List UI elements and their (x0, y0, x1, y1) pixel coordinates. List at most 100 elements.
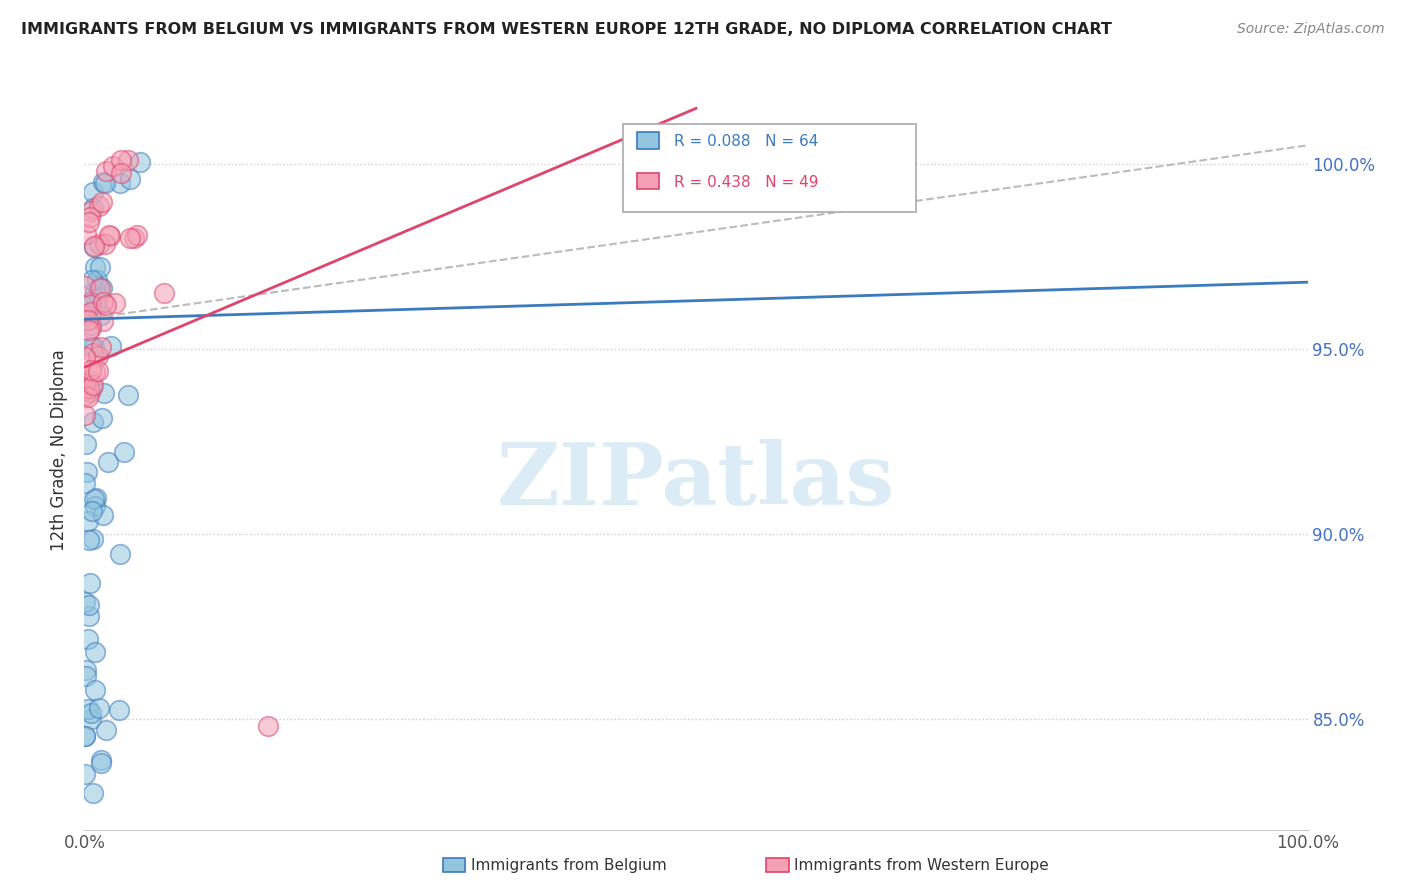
Point (90, 340, 112, 354)
Point (75, 383, 97, 397)
Point (98, 228, 121, 243)
Point (80, 706, 103, 721)
Point (80, 320, 103, 334)
Point (73, 279, 96, 293)
Y-axis label: 12th Grade, No Diploma: 12th Grade, No Diploma (51, 350, 69, 551)
Point (83, 499, 105, 513)
Point (91, 508, 114, 522)
Point (79, 295, 101, 310)
Point (83, 491, 105, 506)
Point (77, 215, 100, 229)
Point (108, 703, 131, 717)
Point (75, 663, 97, 677)
Point (89, 701, 111, 715)
Point (80, 318, 103, 333)
Point (91, 175, 114, 189)
Point (110, 166, 132, 180)
Point (79, 305, 101, 319)
Point (117, 153, 139, 168)
Point (87, 199, 110, 213)
Point (79, 598, 101, 612)
Point (84, 296, 107, 310)
Point (75, 436, 97, 450)
Point (80, 340, 103, 354)
Point (117, 387, 139, 401)
Point (76, 632, 98, 646)
Point (89, 260, 111, 275)
Point (83, 239, 105, 253)
Point (82, 201, 104, 215)
Text: ZIPatlas: ZIPatlas (496, 439, 896, 523)
Point (97, 228, 120, 243)
Point (75, 227, 97, 242)
Point (77, 381, 100, 395)
Point (90, 281, 112, 295)
Point (75, 376, 97, 391)
Point (127, 227, 149, 242)
Point (75, 409, 97, 423)
Point (93, 176, 115, 190)
Point (79, 385, 101, 400)
Point (82, 504, 104, 518)
Point (90, 195, 112, 210)
Point (82, 786, 104, 800)
Point (77, 702, 100, 716)
Point (90, 756, 112, 770)
FancyBboxPatch shape (637, 172, 659, 189)
Point (82, 380, 104, 394)
Text: IMMIGRANTS FROM BELGIUM VS IMMIGRANTS FROM WESTERN EUROPE 12TH GRADE, NO DIPLOMA: IMMIGRANTS FROM BELGIUM VS IMMIGRANTS FR… (21, 22, 1112, 37)
Point (79, 210, 101, 224)
Text: Source: ZipAtlas.com: Source: ZipAtlas.com (1237, 22, 1385, 37)
Point (82, 377, 104, 392)
Text: R = 0.438   N = 49: R = 0.438 N = 49 (673, 175, 818, 190)
Point (84, 683, 107, 698)
FancyBboxPatch shape (623, 124, 917, 211)
Point (89, 237, 111, 252)
Point (80, 363, 103, 377)
Point (122, 231, 145, 245)
Point (83, 340, 105, 354)
Point (84, 645, 107, 659)
Point (82, 346, 104, 360)
Point (73, 388, 96, 402)
Point (80, 295, 103, 310)
Point (73, 309, 96, 323)
Point (80, 712, 103, 726)
Point (83, 240, 105, 254)
Point (93, 386, 115, 401)
Point (75, 669, 97, 683)
Point (77, 533, 100, 548)
Point (77, 390, 100, 404)
Point (101, 159, 124, 173)
Point (90, 309, 112, 323)
Point (86, 273, 108, 287)
Point (79, 298, 101, 312)
Text: R = 0.088   N = 64: R = 0.088 N = 64 (673, 135, 818, 149)
FancyBboxPatch shape (637, 132, 659, 149)
Text: Immigrants from Belgium: Immigrants from Belgium (471, 858, 666, 872)
Point (112, 445, 135, 459)
Point (108, 547, 131, 561)
Point (94, 723, 117, 738)
Point (91, 295, 114, 310)
Point (100, 339, 122, 353)
Point (75, 475, 97, 490)
Point (77, 608, 100, 623)
Point (84, 284, 107, 298)
Point (73, 767, 96, 781)
Point (73, 729, 96, 743)
Point (257, 719, 280, 733)
Point (75, 595, 97, 609)
Text: Immigrants from Western Europe: Immigrants from Western Europe (794, 858, 1049, 872)
Point (87, 363, 110, 377)
Point (73, 350, 96, 364)
Point (120, 231, 142, 245)
Point (76, 466, 98, 480)
Point (129, 155, 152, 169)
Point (80, 203, 103, 218)
Point (93, 237, 115, 252)
Point (153, 286, 176, 301)
Point (82, 533, 104, 547)
Point (94, 298, 117, 312)
Point (118, 172, 141, 186)
